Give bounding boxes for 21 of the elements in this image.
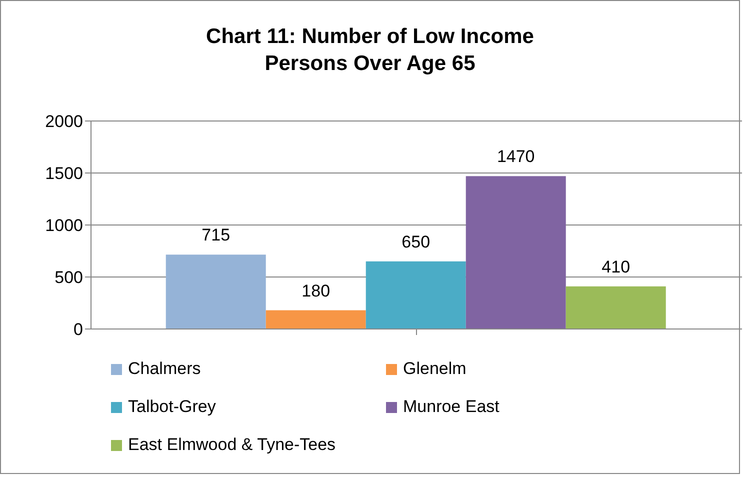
bar	[566, 286, 666, 329]
bar	[366, 261, 466, 329]
legend-label: Talbot-Grey	[128, 397, 216, 417]
y-tick-label: 1500	[45, 164, 83, 184]
legend-label: Munroe East	[403, 397, 500, 417]
data-label: 180	[302, 281, 330, 300]
data-label: 1470	[496, 147, 535, 166]
data-label: 410	[602, 257, 630, 276]
y-tick-label: 1000	[45, 216, 83, 236]
bar	[266, 310, 366, 329]
data-label: 715	[202, 226, 230, 245]
y-tick-label: 2000	[45, 112, 83, 132]
y-tick-label: 0	[74, 320, 83, 340]
chart-title: Chart 11: Number of Low Income Persons Over Age 65	[205, 24, 535, 77]
bar	[466, 176, 566, 329]
data-label: 650	[402, 232, 430, 252]
y-tick-label: 500	[54, 268, 83, 288]
legend-label: Glenelm	[403, 359, 466, 379]
legend-label: Chalmers	[128, 359, 201, 379]
bar	[166, 254, 266, 329]
legend-label: East Elmwood & Tyne-Tees	[128, 435, 336, 455]
